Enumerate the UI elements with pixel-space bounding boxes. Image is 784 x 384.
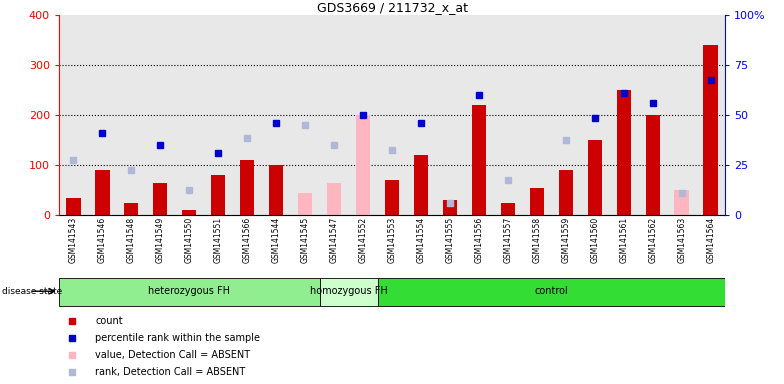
Bar [472, 105, 486, 215]
Bar [66, 197, 81, 215]
Bar [703, 45, 718, 215]
Bar [182, 210, 197, 215]
Bar [378, 278, 725, 306]
Bar [298, 193, 312, 215]
Text: control: control [535, 286, 568, 296]
Bar [645, 115, 660, 215]
Text: disease state: disease state [2, 287, 62, 296]
Bar [414, 155, 428, 215]
Bar [530, 188, 544, 215]
Bar [59, 278, 320, 306]
Bar [674, 190, 689, 215]
Bar [558, 170, 573, 215]
Text: count: count [96, 316, 123, 326]
Bar [95, 170, 110, 215]
Bar [211, 175, 226, 215]
Bar [674, 213, 689, 215]
Bar [587, 140, 602, 215]
Bar [240, 160, 254, 215]
Text: heterozygous FH: heterozygous FH [148, 286, 230, 296]
Title: GDS3669 / 211732_x_at: GDS3669 / 211732_x_at [317, 1, 467, 14]
Bar [501, 203, 515, 215]
Bar [153, 183, 168, 215]
Bar [616, 90, 631, 215]
Bar [443, 200, 457, 215]
Text: percentile rank within the sample: percentile rank within the sample [96, 333, 260, 343]
Bar [385, 180, 399, 215]
Text: homozygous FH: homozygous FH [310, 286, 387, 296]
Bar [269, 165, 283, 215]
Bar [327, 183, 341, 215]
Text: value, Detection Call = ABSENT: value, Detection Call = ABSENT [96, 350, 251, 360]
Text: rank, Detection Call = ABSENT: rank, Detection Call = ABSENT [96, 367, 245, 377]
Bar [124, 203, 139, 215]
Bar [356, 115, 370, 215]
Bar [320, 278, 378, 306]
